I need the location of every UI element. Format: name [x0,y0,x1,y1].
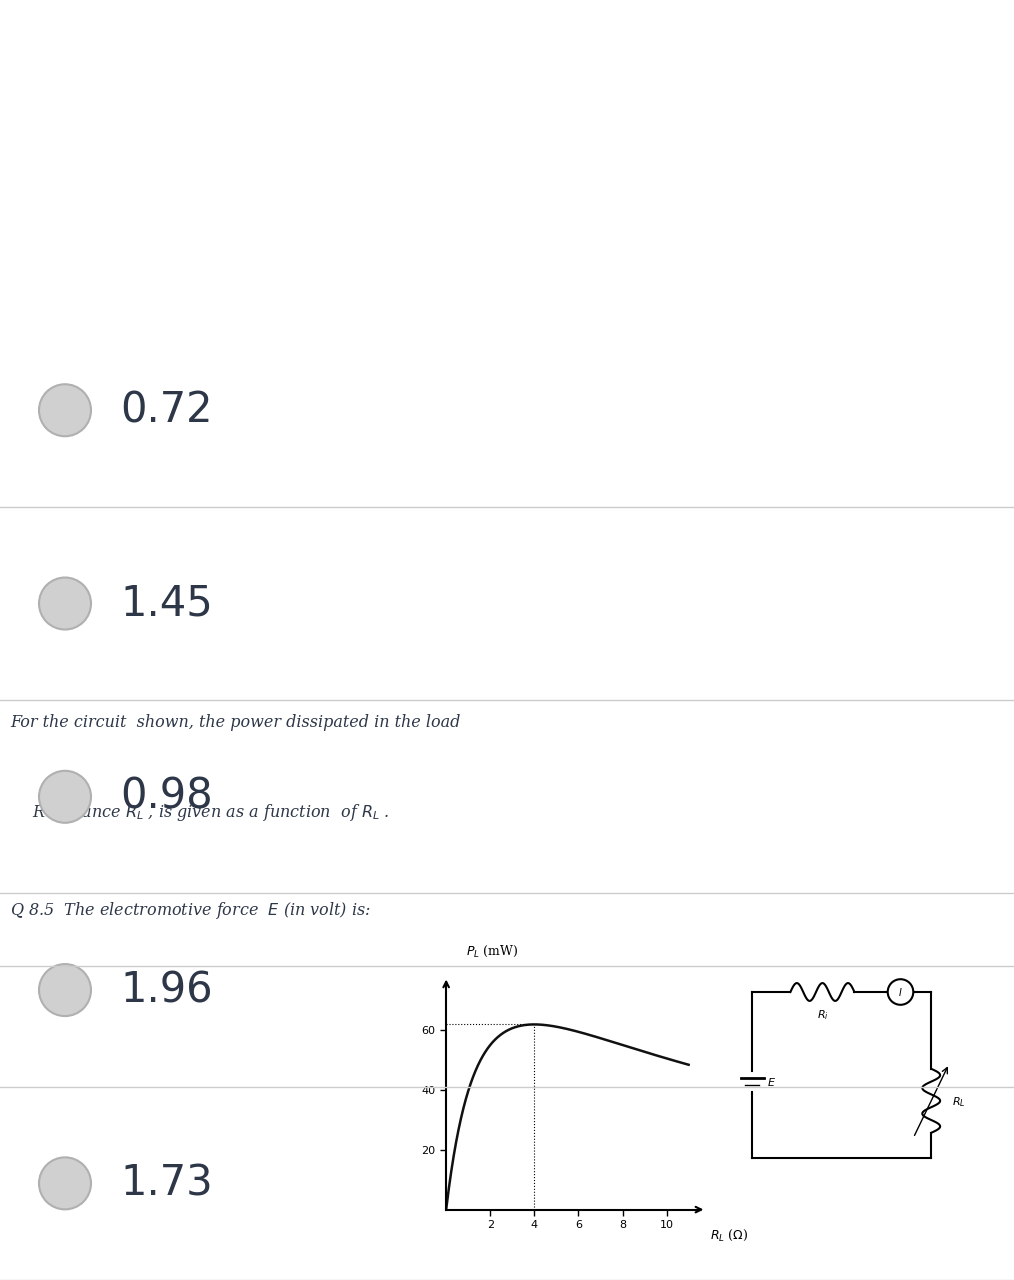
Circle shape [39,384,91,436]
Text: $P_L$ (mW): $P_L$ (mW) [466,943,519,959]
Text: 1.45: 1.45 [120,582,213,625]
Circle shape [887,979,914,1005]
Circle shape [39,577,91,630]
Circle shape [39,1157,91,1210]
Circle shape [39,771,91,823]
Text: $E$: $E$ [768,1075,777,1088]
Circle shape [39,964,91,1016]
Text: 0.98: 0.98 [120,776,213,818]
Text: $R_i$: $R_i$ [816,1009,828,1023]
Text: $R_L$: $R_L$ [952,1096,965,1108]
Text: $R_L$ ($\Omega$): $R_L$ ($\Omega$) [710,1228,748,1243]
Text: $I$: $I$ [898,986,902,998]
Text: 1.96: 1.96 [120,969,213,1011]
Text: 0.72: 0.72 [120,389,213,431]
Text: Q 8.5  The electromotive force  $E$ (in volt) is:: Q 8.5 The electromotive force $E$ (in vo… [10,900,371,920]
Text: For the circuit  shown, the power dissipated in the load: For the circuit shown, the power dissipa… [10,713,460,731]
Text: Resistance $R_L$ , is given as a function  of $R_L$ .: Resistance $R_L$ , is given as a functio… [32,803,390,823]
Text: 1.73: 1.73 [120,1162,213,1204]
